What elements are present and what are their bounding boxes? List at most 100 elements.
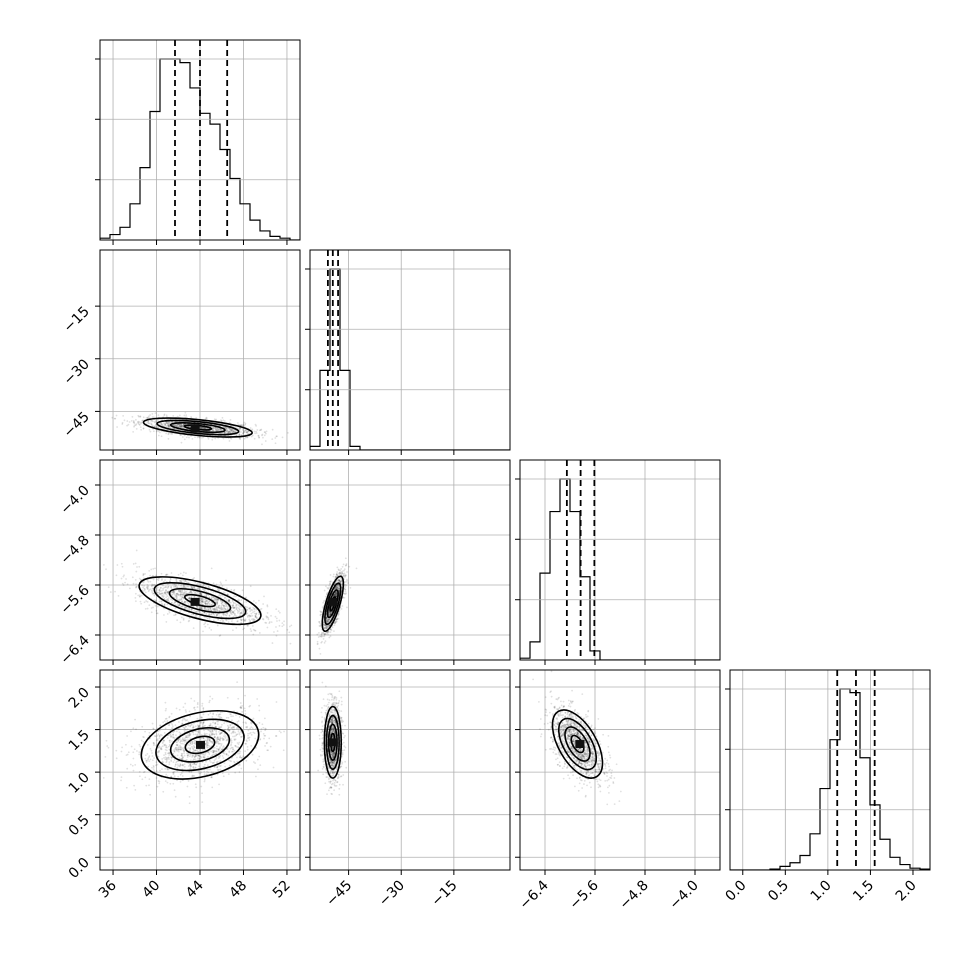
sample-point <box>199 599 202 602</box>
sample-point <box>335 618 338 621</box>
sample-point <box>242 432 244 435</box>
sample-point <box>122 414 125 417</box>
sample-point <box>218 751 220 753</box>
sample-point <box>137 420 140 423</box>
sample-point <box>271 438 274 441</box>
sample-point <box>179 621 182 624</box>
sample-point <box>174 594 177 597</box>
sample-point <box>125 743 127 746</box>
sample-point <box>238 733 241 736</box>
sample-point <box>163 591 166 594</box>
sample-point <box>243 619 246 622</box>
sample-point <box>158 600 161 603</box>
sample-point <box>196 606 199 608</box>
sample-point <box>246 612 248 615</box>
sample-point <box>202 427 205 430</box>
sample-point <box>170 421 173 423</box>
sample-point <box>189 767 192 770</box>
sample-point <box>129 763 132 766</box>
sample-point <box>262 436 264 439</box>
sample-point <box>238 433 241 436</box>
sample-point <box>338 587 340 590</box>
sample-point <box>197 591 199 594</box>
sample-point <box>338 571 341 574</box>
sample-point <box>184 580 187 583</box>
sample-point <box>231 726 234 729</box>
sample-point <box>171 727 174 730</box>
sample-point <box>182 579 185 582</box>
sample-point <box>147 586 149 589</box>
sample-point <box>179 593 182 596</box>
sample-point <box>128 421 131 423</box>
sample-point <box>173 592 175 595</box>
sample-point <box>165 432 168 435</box>
sample-point <box>260 730 262 733</box>
sample-point <box>228 601 231 603</box>
sample-point <box>316 633 319 636</box>
sample-point <box>186 738 188 741</box>
sample-point <box>219 619 222 622</box>
sample-point <box>326 618 329 621</box>
sample-point <box>216 601 219 604</box>
sample-point <box>125 578 127 580</box>
sample-point <box>180 591 183 593</box>
sample-point <box>140 739 143 742</box>
sample-point <box>333 593 336 596</box>
sample-point <box>151 424 154 427</box>
sample-point <box>182 584 185 586</box>
sample-point <box>202 737 205 740</box>
sample-point <box>165 621 168 623</box>
sample-point <box>325 625 328 628</box>
sample-point <box>225 430 228 432</box>
sample-point <box>181 591 184 594</box>
sample-point <box>171 420 174 423</box>
sample-point <box>216 427 219 430</box>
sample-point <box>235 434 238 437</box>
sample-point <box>204 600 207 603</box>
sample-point <box>200 607 203 609</box>
density-contour-0 <box>138 576 262 626</box>
sample-point <box>341 570 344 573</box>
sample-point <box>231 600 234 602</box>
sample-point <box>140 594 143 597</box>
sample-point <box>179 748 182 751</box>
sample-point <box>335 621 337 623</box>
sample-point <box>148 422 150 424</box>
sample-point <box>168 421 171 423</box>
sample-point <box>179 763 182 765</box>
sample-point <box>194 610 197 613</box>
sample-point <box>199 593 202 596</box>
sample-point <box>168 739 171 742</box>
sample-point <box>182 706 185 709</box>
sample-point <box>201 427 204 429</box>
sample-point <box>236 620 239 623</box>
sample-point <box>335 593 337 595</box>
sample-point <box>135 728 137 731</box>
sample-point <box>220 605 223 608</box>
sample-point <box>208 739 211 742</box>
sample-point <box>254 615 257 618</box>
sample-point <box>200 597 203 599</box>
sample-point <box>128 587 131 590</box>
sample-point <box>200 599 203 602</box>
sample-point <box>230 588 233 591</box>
sample-point <box>105 568 107 571</box>
sample-point <box>207 609 210 611</box>
sample-point <box>208 725 211 727</box>
sample-point <box>335 591 337 594</box>
sample-point <box>167 425 170 428</box>
sample-point <box>152 420 154 423</box>
sample-point <box>185 725 187 728</box>
sample-point <box>322 638 325 640</box>
sample-point <box>181 756 184 759</box>
sample-point <box>192 775 195 777</box>
panel-content <box>316 557 358 655</box>
sample-point <box>178 414 181 417</box>
sample-point <box>230 715 233 718</box>
sample-point <box>207 586 210 588</box>
sample-point <box>335 594 338 597</box>
sample-point <box>172 414 175 417</box>
sample-point <box>153 583 156 586</box>
sample-point <box>189 762 191 765</box>
sample-point <box>316 643 319 646</box>
